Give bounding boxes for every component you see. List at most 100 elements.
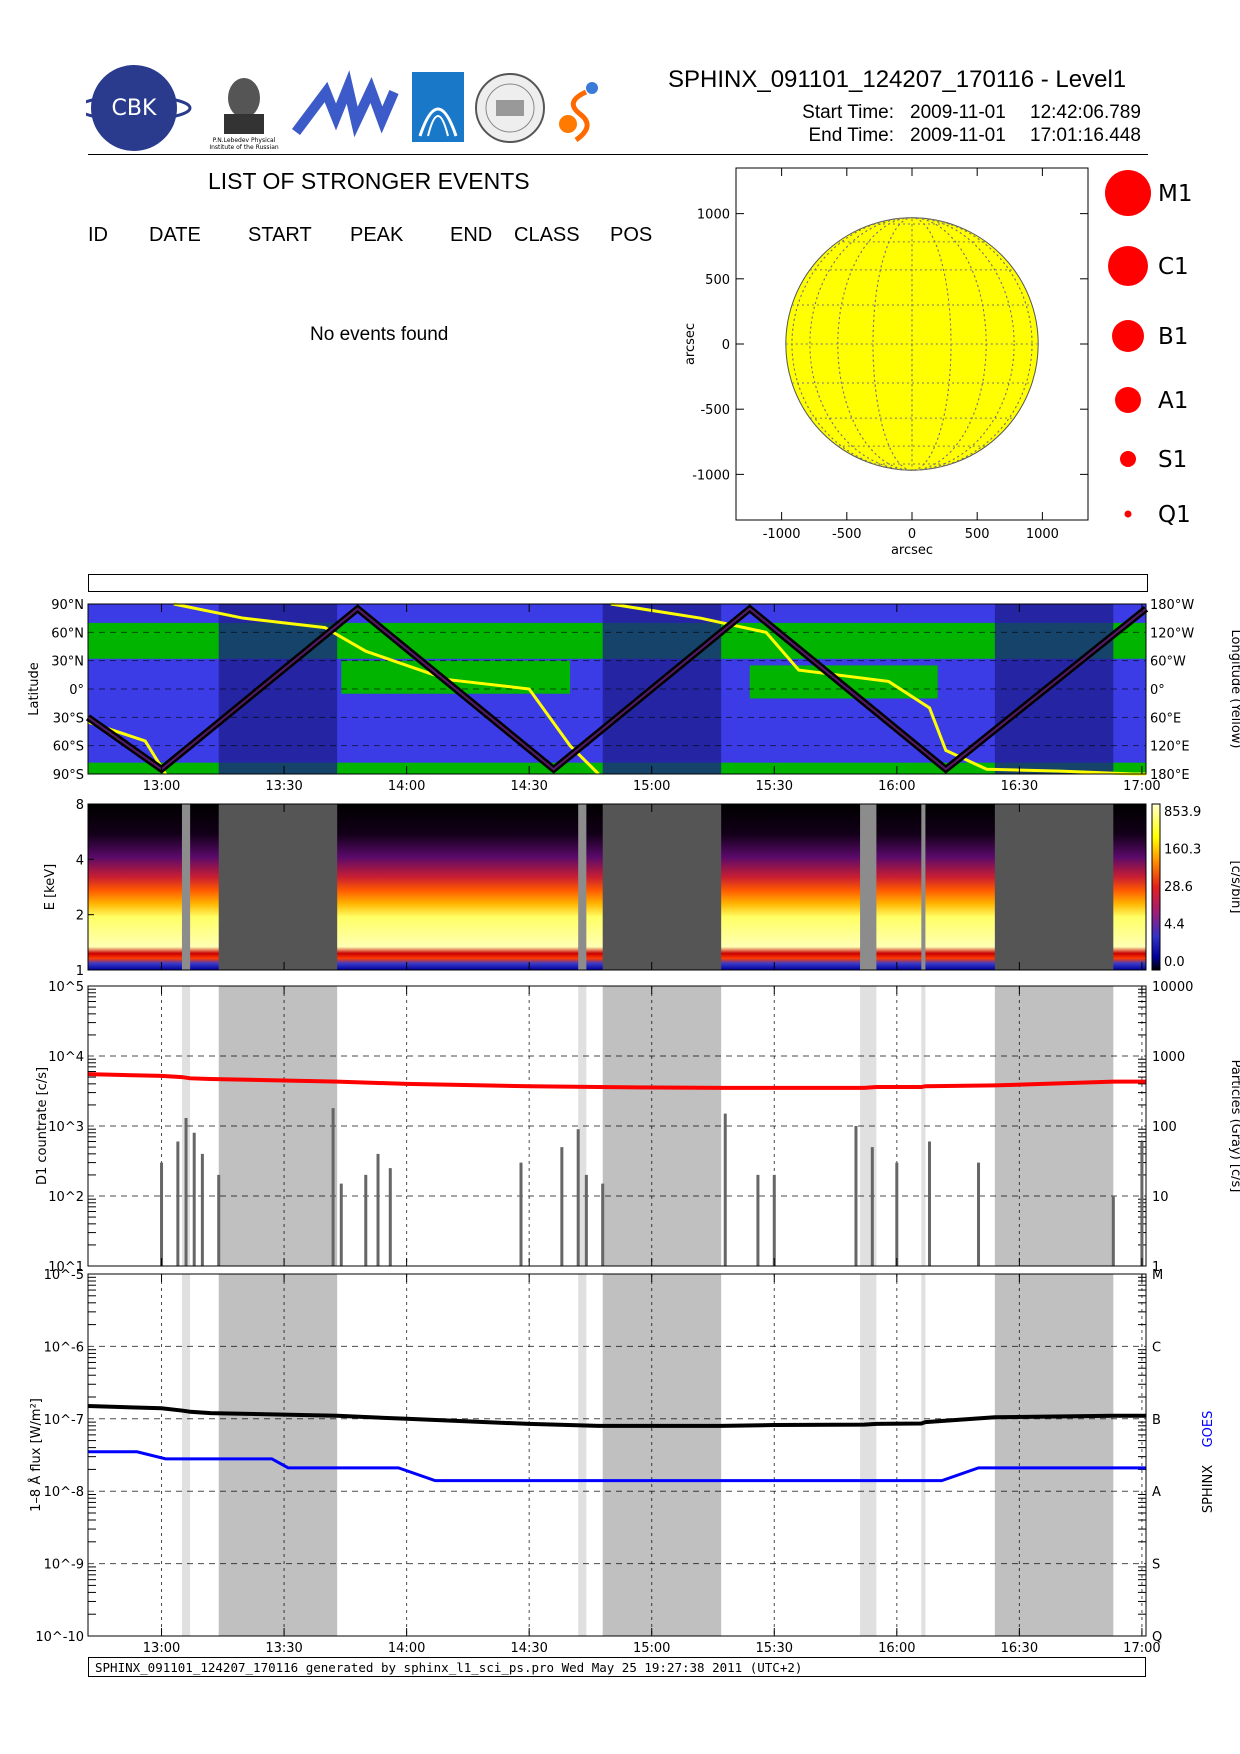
particles-tick-label: 1000 (1152, 1050, 1185, 1065)
longitude-track (173, 602, 600, 776)
flux-tick-label: 10^-8 (44, 1485, 84, 1500)
col-peak: PEAK (350, 224, 404, 246)
spectrogram-gap (602, 804, 722, 970)
footer-note: SPHINX_091101_124207_170116 generated by… (88, 1657, 1146, 1677)
longitude-tick-label: 120°E (1150, 740, 1190, 755)
flux-tick-label: 10^-9 (44, 1558, 84, 1573)
x-tick-label: 1000 (1026, 527, 1059, 542)
legend-marker-c1 (1108, 246, 1148, 286)
x-tick-label: 0 (908, 527, 916, 542)
data-gap-shading (578, 1274, 587, 1636)
legend-marker-q1 (1124, 510, 1132, 518)
flux-time-tick-label: 14:30 (510, 1641, 547, 1656)
latitude-tick-label: 90°S (53, 768, 84, 783)
goes-class-label: B (1152, 1413, 1161, 1428)
end-time-label: End Time: (808, 125, 894, 146)
longitude-tick-label: 180°E (1150, 768, 1190, 783)
particles-tick-label: 100 (1152, 1120, 1177, 1135)
end-date: 2009-11-01 (910, 125, 1006, 146)
data-gap-shading (994, 1274, 1114, 1636)
col-pos: POS (610, 224, 653, 246)
spectrogram-gap (860, 804, 877, 970)
start-time-label: Start Time: (802, 102, 894, 123)
energy-tick-label: 2 (76, 909, 84, 924)
legend-label-a1: A1 (1158, 388, 1188, 414)
legend-label-c1: C1 (1158, 254, 1189, 280)
d1-tick-label: 10^1 (48, 1260, 84, 1275)
longitude-tick-label: 0° (1150, 683, 1165, 698)
col-end: END (450, 224, 493, 246)
latitude-tick-label: 60°S (53, 740, 84, 755)
no-events-text: No events found (310, 324, 449, 345)
lebedev-logo: P.N.Lebedev Physical Institute of the Ru… (209, 78, 279, 151)
d1-series (87, 1072, 1146, 1090)
spectrogram-gap (181, 804, 191, 970)
disk-longitude-line (791, 217, 1033, 471)
col-class: CLASS (514, 224, 580, 246)
flux-axis-label: 1–8 Å flux [W/m²] (28, 1398, 44, 1512)
colorbar-tick-label: 853.9 (1164, 805, 1201, 820)
orbit-time-tick-label: 17:00 (1123, 779, 1160, 794)
goes-class-label: C (1152, 1340, 1161, 1355)
spectrogram-gap (921, 804, 926, 970)
y-tick-label: -1000 (692, 468, 730, 483)
flux-frame (87, 1273, 1147, 1637)
legend-marker-a1 (1115, 387, 1141, 413)
orbit-time-tick-label: 15:30 (756, 779, 793, 794)
disk-longitude-line (809, 217, 1015, 471)
energy-tick-label: 4 (76, 853, 84, 868)
x-tick-label: -1000 (763, 527, 801, 542)
data-gap-shading (921, 986, 926, 1266)
particles-axis-label: Particles (Gray) [c/s] (1228, 1060, 1240, 1193)
svg-text:P.N.Lebedev Physical: P.N.Lebedev Physical (213, 137, 276, 144)
report-title: SPHINX_091101_124207_170116 - Level1 (668, 66, 1127, 93)
colorbar-tick-label: 4.4 (1164, 918, 1185, 933)
start-date: 2009-11-01 (910, 102, 1006, 123)
col-start: START (248, 224, 312, 246)
particles-tick-label: 10000 (1152, 980, 1193, 995)
cbk-logo-text: CBK (112, 96, 157, 121)
orbit-time-tick-label: 13:30 (265, 779, 302, 794)
energy-axis-label: E [keV] (43, 864, 58, 910)
orbit-time-tick-label: 14:30 (510, 779, 547, 794)
flux-time-tick-label: 13:30 (265, 1641, 302, 1656)
colorbar-tick-label: 160.3 (1164, 843, 1201, 858)
spectrogram-frame (87, 803, 1147, 971)
x-tick-label: -500 (832, 527, 862, 542)
goes-class-label: M (1152, 1268, 1163, 1283)
flux-time-tick-label: 16:30 (1001, 1641, 1038, 1656)
legend-label-b1: B1 (1158, 324, 1188, 350)
colorbar-label: [c/s/bin] (1228, 861, 1240, 914)
spectrogram-gap (218, 804, 338, 970)
y-tick-label: 500 (705, 273, 730, 288)
legend-label-m1: M1 (1158, 181, 1192, 207)
orbit-time-tick-label: 13:00 (143, 779, 180, 794)
sphinx-logo (559, 82, 598, 143)
particles-series (160, 1108, 1144, 1266)
start-time: 12:42:06.789 (1030, 102, 1141, 123)
d1-axis-label: D1 countrate [c/s] (35, 1067, 50, 1185)
flux-tick-label: 10^-5 (44, 1268, 84, 1283)
goes-legend-label: GOES (1201, 1411, 1216, 1448)
data-gap-shading (181, 1274, 191, 1636)
goes-class-label: A (1152, 1485, 1161, 1500)
orbit-time-tick-label: 16:00 (878, 779, 915, 794)
latitude-axis-label: Latitude (27, 662, 42, 716)
data-gap-shading (602, 1274, 722, 1636)
orbit-time-tick-label: 15:00 (633, 779, 670, 794)
d1-tick-label: 10^2 (48, 1190, 84, 1205)
col-date: DATE (149, 224, 201, 246)
y-tick-label: 1000 (697, 208, 730, 223)
colorbar-tick-label: 28.6 (1164, 880, 1193, 895)
goes-class-label: S (1152, 1558, 1160, 1573)
longitude-tick-label: 60°E (1150, 711, 1181, 726)
spectrogram-gap (578, 804, 587, 970)
mifi-logo (292, 70, 399, 138)
latitude-tick-label: 0° (69, 683, 84, 698)
energy-tick-label: 8 (76, 798, 84, 813)
latitude-tick-label: 30°N (51, 655, 84, 670)
timeseries-panels: 13:00 13:30 14:00 14:30 15:00 15:30 16:00 16:30… (27, 598, 1240, 1656)
goes-class-label: Q (1152, 1630, 1162, 1645)
d1-tick-label: 10^4 (48, 1050, 84, 1065)
orbit-time-tick-label: 16:30 (1001, 779, 1038, 794)
